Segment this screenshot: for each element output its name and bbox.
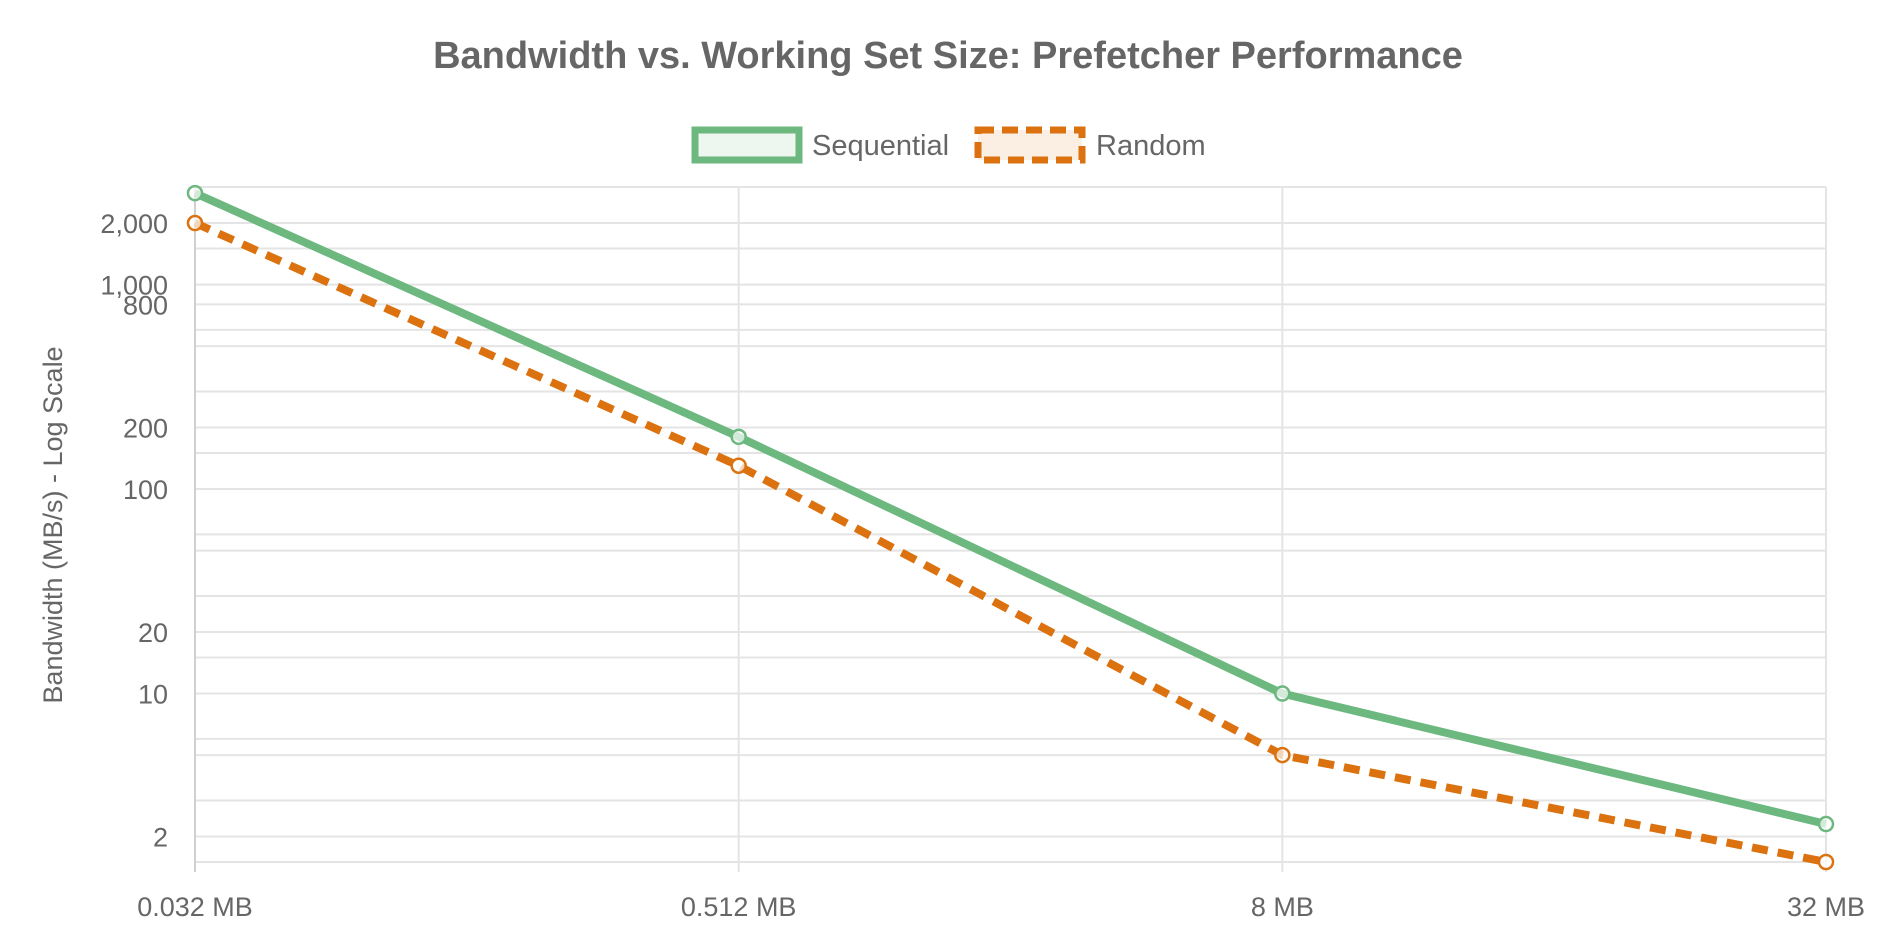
series-line <box>193 189 1827 828</box>
legend-item-sequential[interactable]: Sequential <box>691 126 949 164</box>
y-tick-label: 100 <box>123 475 168 505</box>
data-point <box>186 184 204 202</box>
legend-item-random[interactable]: Random <box>974 126 1206 164</box>
x-tick-label: 0.032 MB <box>137 892 253 922</box>
data-point <box>1817 815 1835 833</box>
data-point <box>1274 685 1291 702</box>
legend-swatch <box>974 126 1086 164</box>
legend-swatch <box>691 126 803 164</box>
y-tick-label: 200 <box>123 413 168 443</box>
data-point <box>730 428 747 446</box>
y-tick-label: 10 <box>138 680 168 710</box>
series-sequential <box>186 184 1835 833</box>
data-point <box>186 214 204 232</box>
legend-label: Random <box>1096 130 1206 162</box>
y-axis-title: Bandwidth (MB/s) - Log Scale <box>38 346 68 703</box>
series-line <box>193 219 1827 866</box>
x-tick-label: 8 MB <box>1251 892 1314 922</box>
y-tick-label: 2 <box>153 822 168 852</box>
data-point <box>1274 746 1291 764</box>
data-point <box>730 457 747 474</box>
y-tick-label: 2,000 <box>100 209 168 239</box>
x-axis-ticks: 0.032 MB 0.512 MB 8 MB 32 MB <box>137 892 1865 922</box>
series-layer <box>186 184 1835 871</box>
y-tick-label: 800 <box>123 290 168 320</box>
x-tick-label: 0.512 MB <box>681 892 797 922</box>
legend-label: Sequential <box>812 130 949 162</box>
y-tick-label: 1,000 <box>100 271 168 301</box>
horizontal-gridlines <box>195 186 1826 863</box>
x-tick-label: 32 MB <box>1787 892 1865 922</box>
series-random <box>186 214 1835 871</box>
y-tick-label: 20 <box>138 618 168 648</box>
chart-title: Bandwidth vs. Working Set Size: Prefetch… <box>433 35 1463 77</box>
legend[interactable]: Sequential Random <box>691 126 1206 164</box>
data-point <box>1817 853 1835 871</box>
